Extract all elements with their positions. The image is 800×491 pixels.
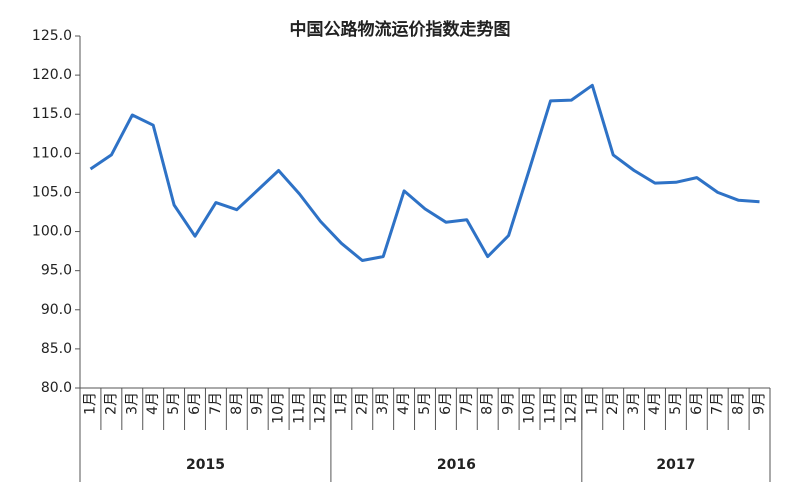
x-tick-label: 3月 <box>375 392 391 415</box>
x-tick-label: 3月 <box>124 392 140 415</box>
x-tick-label: 3月 <box>626 392 642 415</box>
y-tick-label: 110.0 <box>32 145 72 161</box>
x-tick-label: 4月 <box>647 392 663 415</box>
x-tick-label: 11月 <box>292 392 308 424</box>
x-tick-label: 5月 <box>668 392 684 415</box>
x-tick-label: 8月 <box>229 392 245 415</box>
x-tick-label: 11月 <box>542 392 558 424</box>
x-tick-label: 10月 <box>522 392 538 424</box>
x-tick-label: 6月 <box>689 392 705 415</box>
x-tick-label: 7月 <box>208 392 224 415</box>
y-tick-label: 105.0 <box>32 184 72 200</box>
x-tick-label: 1月 <box>82 392 98 415</box>
chart-title: 中国公路物流运价指数走势图 <box>290 19 511 40</box>
x-tick-label: 5月 <box>166 392 182 415</box>
x-tick-label: 1月 <box>584 392 600 415</box>
x-tick-label: 6月 <box>438 392 454 415</box>
x-tick-label: 6月 <box>187 392 203 415</box>
x-tick-label: 5月 <box>417 392 433 415</box>
y-tick-label: 80.0 <box>41 380 72 396</box>
y-tick-label: 125.0 <box>32 28 72 44</box>
x-tick-label: 2月 <box>354 392 370 415</box>
x-tick-label: 2月 <box>605 392 621 415</box>
group-label: 2015 <box>186 457 225 473</box>
x-tick-label: 7月 <box>710 392 726 415</box>
x-tick-label: 10月 <box>271 392 287 424</box>
y-tick-label: 95.0 <box>41 263 72 279</box>
x-tick-label: 8月 <box>731 392 747 415</box>
x-tick-label: 7月 <box>459 392 475 415</box>
x-tick-label: 9月 <box>752 392 768 415</box>
group-label: 2017 <box>656 457 695 473</box>
x-tick-label: 9月 <box>501 392 517 415</box>
x-tick-label: 12月 <box>312 392 328 424</box>
y-tick-label: 100.0 <box>32 224 72 240</box>
x-tick-label: 4月 <box>396 392 412 415</box>
line-series <box>89 83 760 262</box>
y-tick-label: 90.0 <box>41 302 72 318</box>
x-tick-label: 8月 <box>480 392 496 415</box>
y-tick-label: 120.0 <box>32 67 72 83</box>
x-tick-label: 2月 <box>103 392 119 415</box>
x-tick-label: 9月 <box>250 392 266 415</box>
x-tick-label: 1月 <box>333 392 349 415</box>
group-label: 2016 <box>437 457 476 473</box>
y-tick-label: 115.0 <box>32 106 72 122</box>
x-tick-label: 4月 <box>145 392 161 415</box>
y-tick-label: 85.0 <box>41 341 72 357</box>
x-tick-label: 12月 <box>563 392 579 424</box>
